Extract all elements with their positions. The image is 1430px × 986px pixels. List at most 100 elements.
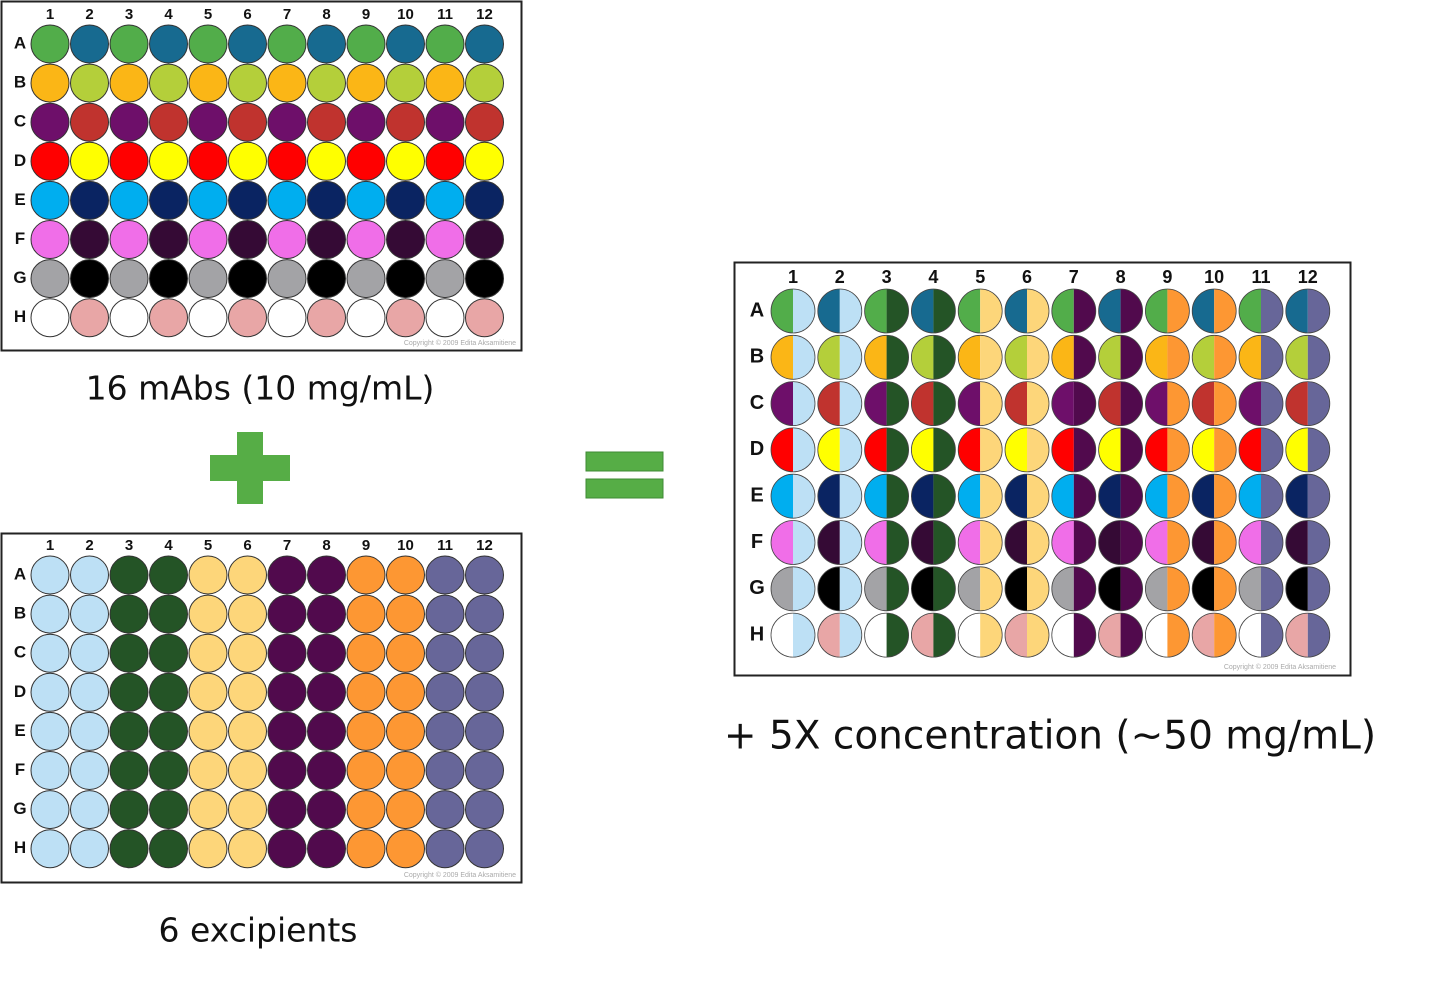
- well: [307, 829, 346, 869]
- well: [465, 790, 504, 830]
- well: [188, 711, 228, 751]
- well-half: [1120, 474, 1143, 519]
- well-rim: [1051, 427, 1097, 473]
- well-half: [1027, 566, 1049, 611]
- row-label: H: [750, 623, 764, 645]
- well-half: [911, 520, 934, 565]
- well-half: [1214, 613, 1237, 658]
- copyright: Copyright © 2009 Edita Aksamitiene: [1224, 663, 1336, 671]
- well-rim: [1098, 427, 1143, 473]
- well-rim: [864, 566, 909, 612]
- well: [386, 751, 425, 790]
- well: [267, 711, 307, 751]
- column-label: 3: [125, 6, 133, 23]
- well: [149, 751, 188, 790]
- well-half: [886, 381, 909, 426]
- well: [30, 711, 70, 751]
- well-half: [1027, 289, 1049, 333]
- well: [188, 751, 228, 790]
- row-label: B: [14, 604, 26, 623]
- well-rim: [1238, 520, 1284, 565]
- well-half: [793, 289, 815, 333]
- well-half: [1145, 335, 1168, 380]
- well: [149, 633, 188, 673]
- well: [346, 24, 386, 64]
- well: [70, 102, 109, 142]
- well: [30, 24, 70, 64]
- column-label: 2: [85, 537, 93, 554]
- column-label: 7: [283, 6, 291, 23]
- well: [346, 220, 386, 259]
- well: [346, 633, 386, 673]
- column-label: 1: [788, 267, 798, 287]
- well-rim: [1145, 288, 1190, 334]
- well-half: [1239, 289, 1261, 333]
- well-half: [911, 335, 934, 380]
- well-half: [771, 520, 793, 565]
- well-half: [980, 381, 1003, 426]
- well-rim: [1238, 427, 1284, 473]
- well: [30, 259, 70, 299]
- well-half: [817, 381, 840, 426]
- well-rim: [1051, 520, 1097, 565]
- well-half: [1051, 520, 1074, 565]
- well-half: [933, 427, 956, 472]
- column-label: 9: [362, 537, 370, 554]
- well-rim: [817, 288, 863, 334]
- well-half: [1239, 427, 1261, 472]
- well: [267, 63, 307, 103]
- well-half: [1005, 474, 1027, 519]
- well-rim: [1191, 473, 1237, 519]
- well-rim: [1285, 381, 1331, 427]
- well-half: [933, 613, 956, 658]
- well-rim: [770, 612, 816, 658]
- well: [188, 102, 228, 142]
- well-half: [1005, 566, 1027, 611]
- well: [465, 220, 504, 259]
- well-half: [1261, 427, 1283, 472]
- well-half: [1073, 289, 1096, 333]
- well-half: [1192, 427, 1215, 472]
- well: [188, 790, 228, 830]
- well: [307, 298, 346, 338]
- well: [425, 594, 465, 634]
- column-label: 7: [1069, 267, 1079, 287]
- well-half: [933, 289, 956, 333]
- well-half: [958, 520, 981, 565]
- well-half: [1005, 520, 1027, 565]
- well: [465, 633, 504, 673]
- well-rim: [957, 612, 1003, 658]
- well: [307, 711, 346, 751]
- well-half: [1051, 289, 1074, 333]
- well: [70, 555, 109, 595]
- column-label: 6: [243, 6, 251, 23]
- well: [386, 555, 425, 595]
- well-half: [1098, 613, 1121, 658]
- well: [465, 298, 504, 338]
- well: [346, 298, 386, 338]
- well-half: [1192, 381, 1215, 426]
- well-rim: [1285, 288, 1331, 334]
- well: [267, 102, 307, 142]
- well: [346, 259, 386, 299]
- well: [149, 711, 188, 751]
- row-label: G: [13, 799, 26, 818]
- well: [267, 24, 307, 64]
- column-label: 4: [928, 267, 938, 287]
- well-half: [1285, 289, 1308, 333]
- well: [30, 790, 70, 830]
- well: [425, 220, 465, 259]
- column-label: 11: [1251, 267, 1270, 287]
- well-rim: [864, 520, 909, 565]
- well-half: [1307, 474, 1330, 519]
- well: [307, 672, 346, 712]
- well-half: [1145, 427, 1168, 472]
- well-half: [771, 613, 793, 658]
- well-half: [1285, 520, 1308, 565]
- well-rim: [911, 566, 956, 612]
- well: [149, 220, 188, 259]
- well-half: [817, 427, 840, 472]
- well-half: [1239, 520, 1261, 565]
- well: [465, 711, 504, 751]
- well-half: [1285, 474, 1308, 519]
